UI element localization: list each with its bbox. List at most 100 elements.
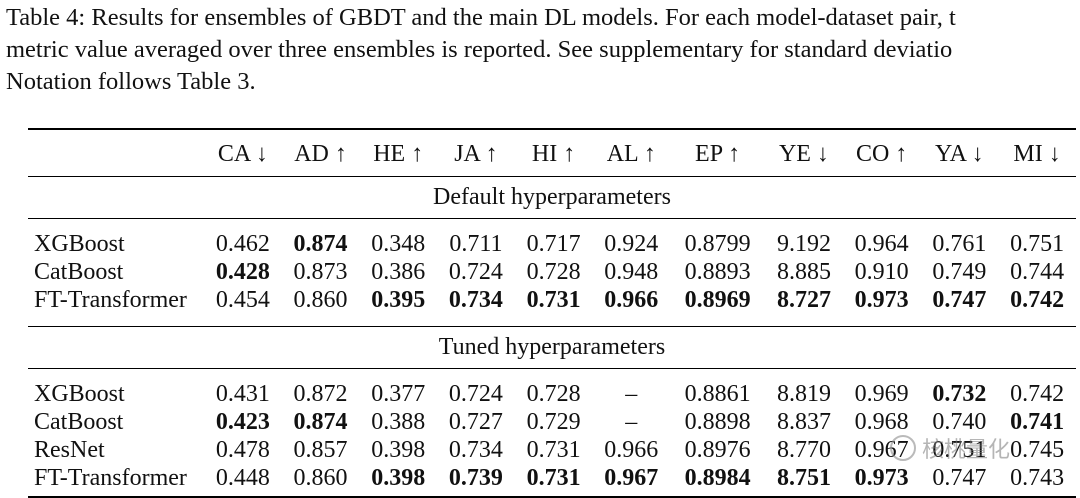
value-cell: 0.478 xyxy=(215,437,270,463)
value-cell: 0.729 xyxy=(526,409,581,435)
value-cell: 0.8898 xyxy=(684,409,751,435)
value-cell: 8.727 xyxy=(776,287,831,313)
value-cell: 0.872 xyxy=(293,381,348,407)
watermark: 核桃量化 xyxy=(890,432,1010,464)
column-header: EP ↑ xyxy=(695,140,741,167)
column-header: MI ↓ xyxy=(1013,140,1061,167)
value-cell: 0.973 xyxy=(854,465,909,491)
table-row: FT-Transformer 0.448 0.860 0.398 0.739 0.731 0… xyxy=(28,464,1076,492)
table-header-row: CA ↓ AD ↑ HE ↑ JA ↑ HI ↑ AL ↑ EP ↑ YE ↓ CO ↑ YA ↓… xyxy=(28,128,1076,176)
model-name-cell: FT-Transformer xyxy=(34,465,187,491)
value-cell: 0.724 xyxy=(448,259,503,285)
model-name-cell: CatBoost xyxy=(34,259,124,285)
table-row: XGBoost 0.431 0.872 0.377 0.724 0.728 – 0.8861 8… xyxy=(28,380,1076,408)
caption-line-2: metric value averaged over three ensembl… xyxy=(6,36,953,63)
value-cell: 0.731 xyxy=(526,437,581,463)
table-row: CatBoost 0.423 0.874 0.388 0.727 0.729 – 0.8898… xyxy=(28,408,1076,436)
value-cell: 0.711 xyxy=(449,231,503,257)
section-title-row: Tuned hyperparameters xyxy=(28,326,1076,368)
value-cell: 0.734 xyxy=(448,287,503,313)
wechat-icon xyxy=(890,435,916,461)
value-cell: 0.348 xyxy=(371,231,426,257)
value-cell: 0.423 xyxy=(215,409,270,435)
value-cell: 8.885 xyxy=(776,259,831,285)
value-cell: 0.751 xyxy=(932,437,987,463)
value-cell: 0.910 xyxy=(854,259,909,285)
value-cell: 0.8969 xyxy=(684,287,751,313)
value-cell: 0.728 xyxy=(526,259,581,285)
header-model-cell xyxy=(28,128,204,176)
section-divider-rule xyxy=(28,326,1076,327)
column-header: HI ↑ xyxy=(531,140,576,167)
value-cell: – xyxy=(625,409,638,435)
value-cell: 0.741 xyxy=(1010,409,1065,435)
value-cell: – xyxy=(625,381,638,407)
value-cell: 0.969 xyxy=(854,381,909,407)
value-cell: 0.751 xyxy=(1010,231,1065,257)
value-cell: 0.761 xyxy=(932,231,987,257)
value-cell: 0.732 xyxy=(932,381,987,407)
spacer-cell xyxy=(28,314,1076,326)
value-cell: 0.744 xyxy=(1010,259,1065,285)
value-cell: 0.966 xyxy=(604,287,659,313)
section-rule-default xyxy=(28,218,1076,219)
value-cell: 0.742 xyxy=(1010,287,1065,313)
column-header: YE ↓ xyxy=(778,140,829,167)
value-cell: 0.728 xyxy=(526,381,581,407)
value-cell: 0.924 xyxy=(604,231,659,257)
column-header: JA ↑ xyxy=(454,140,498,167)
value-cell: 0.740 xyxy=(932,409,987,435)
value-cell: 0.8893 xyxy=(684,259,751,285)
header-rule xyxy=(28,176,1076,177)
value-cell: 0.964 xyxy=(854,231,909,257)
watermark-text: 核桃量化 xyxy=(922,438,1011,463)
value-cell: 0.745 xyxy=(1010,437,1065,463)
table-row: CatBoost 0.428 0.873 0.386 0.724 0.728 0.948 0.… xyxy=(28,258,1076,286)
value-cell: 0.454 xyxy=(215,287,270,313)
model-name-cell: XGBoost xyxy=(34,231,125,257)
value-cell: 8.837 xyxy=(776,409,831,435)
table-caption: Table 4: Results for ensembles of GBDT a… xyxy=(6,2,1080,98)
value-cell: 0.734 xyxy=(448,437,503,463)
value-cell: 8.770 xyxy=(776,437,831,463)
column-header: CA ↓ xyxy=(217,140,268,167)
section-title: Default hyperparameters xyxy=(433,183,671,210)
section-title-row: Default hyperparameters xyxy=(28,176,1076,218)
spacer-row xyxy=(28,218,1076,230)
value-cell: 0.749 xyxy=(932,259,987,285)
column-header: CO ↑ xyxy=(855,140,908,167)
value-cell: 0.743 xyxy=(1010,465,1065,491)
column-header: AD ↑ xyxy=(294,140,347,167)
value-cell: 0.966 xyxy=(604,437,659,463)
value-cell: 0.739 xyxy=(448,465,503,491)
value-cell: 0.8984 xyxy=(684,465,751,491)
section-title: Tuned hyperparameters xyxy=(438,333,666,360)
value-cell: 0.8976 xyxy=(684,437,751,463)
caption-line-3: Notation follows Table 3. xyxy=(6,68,256,95)
value-cell: 0.448 xyxy=(215,465,270,491)
value-cell: 8.751 xyxy=(776,465,831,491)
spacer-row xyxy=(28,314,1076,326)
value-cell: 0.747 xyxy=(932,465,987,491)
results-table: CA ↓ AD ↑ HE ↑ JA ↑ HI ↑ AL ↑ EP ↑ YE ↓ CO ↑ YA ↓… xyxy=(28,128,1076,492)
value-cell: 0.742 xyxy=(1010,381,1065,407)
model-name-cell: ResNet xyxy=(34,437,105,463)
value-cell: 0.8861 xyxy=(684,381,751,407)
value-cell: 0.395 xyxy=(371,287,426,313)
model-name-cell: CatBoost xyxy=(34,409,124,435)
value-cell: 0.857 xyxy=(293,437,348,463)
value-cell: 0.731 xyxy=(526,465,581,491)
spacer-cell xyxy=(28,368,1076,380)
value-cell: 0.948 xyxy=(604,259,659,285)
value-cell: 0.462 xyxy=(215,231,270,257)
table-top-rule xyxy=(28,128,1076,130)
caption-line-1: Table 4: Results for ensembles of GBDT a… xyxy=(6,4,956,31)
value-cell: 0.377 xyxy=(371,381,426,407)
spacer-cell xyxy=(28,218,1076,230)
value-cell: 0.967 xyxy=(604,465,659,491)
section-rule-tuned xyxy=(28,368,1076,369)
value-cell: 0.431 xyxy=(215,381,270,407)
column-header: HE ↑ xyxy=(373,140,424,167)
value-cell: 0.860 xyxy=(293,465,348,491)
column-header: AL ↑ xyxy=(606,140,656,167)
